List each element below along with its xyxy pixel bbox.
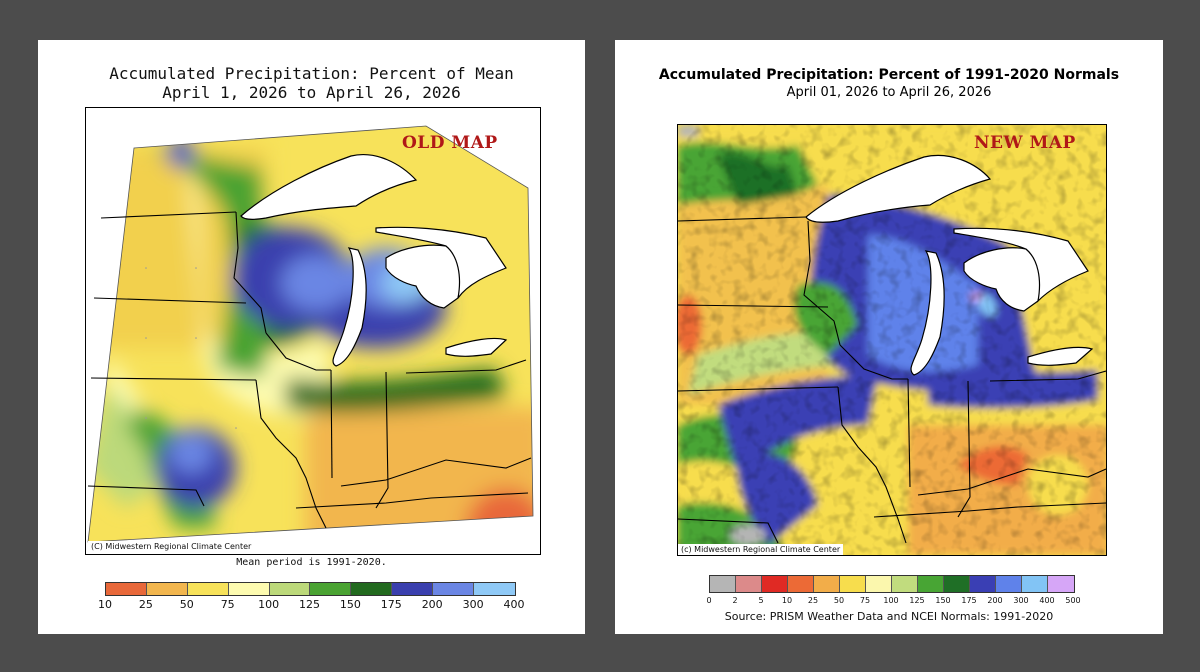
old-map-legend-ticks: 10 25 50 75 100 125 150 175 200 300 400 bbox=[98, 598, 525, 612]
new-map-legend-tick-label: 100 bbox=[883, 596, 899, 605]
old-map-legend-tick-label: 300 bbox=[462, 598, 484, 611]
new-map-legend-swatch bbox=[736, 576, 762, 592]
new-map-graphic bbox=[678, 125, 1106, 555]
old-map-legend-swatch bbox=[310, 583, 352, 595]
old-map-legend-tick-label: 150 bbox=[339, 598, 361, 611]
new-map-legend-tick-label: 125 bbox=[909, 596, 925, 605]
new-map-legend-swatch bbox=[892, 576, 918, 592]
new-map-legend-bar bbox=[709, 575, 1075, 593]
old-map-panel: Accumulated Precipitation: Percent of Me… bbox=[38, 40, 585, 634]
new-map-legend-tick-label: 300 bbox=[1013, 596, 1029, 605]
new-map-legend-swatch bbox=[866, 576, 892, 592]
old-map-legend-swatch bbox=[269, 583, 311, 595]
new-map-legend-tick-label: 10 bbox=[781, 596, 793, 605]
new-map-legend-tick-label: 0 bbox=[706, 596, 712, 605]
old-map-legend-tick-label: 200 bbox=[421, 598, 443, 611]
new-map-panel: Accumulated Precipitation: Percent of 19… bbox=[615, 40, 1163, 634]
new-map-legend-swatch bbox=[762, 576, 788, 592]
new-map-legend-tick-label: 25 bbox=[807, 596, 819, 605]
new-precip-map: NEW MAP (c) Midwestern Regional Climate … bbox=[677, 124, 1107, 556]
old-map-legend-tick-label: 125 bbox=[299, 598, 320, 611]
new-map-credit: (c) Midwestern Regional Climate Center bbox=[678, 544, 844, 555]
new-map-legend-tick-label: 500 bbox=[1065, 596, 1081, 605]
new-map-legend-tick-label: 175 bbox=[961, 596, 977, 605]
old-map-title: Accumulated Precipitation: Percent of Me… bbox=[109, 64, 514, 83]
new-map-date-range: April 01, 2026 to April 26, 2026 bbox=[786, 85, 992, 100]
old-map-legend-swatch bbox=[433, 583, 475, 595]
old-precip-map: OLD MAP (C) Midwestern Regional Climate … bbox=[85, 107, 541, 555]
old-map-legend-tick-label: 175 bbox=[380, 598, 402, 611]
old-map-legend-tick-label: 400 bbox=[503, 598, 525, 611]
old-map-graphic bbox=[87, 125, 534, 543]
old-map-legend-swatch bbox=[351, 583, 393, 595]
new-map-legend-swatch bbox=[970, 576, 996, 592]
old-map-mean-period-note: Mean period is 1991-2020. bbox=[236, 557, 387, 568]
new-map-legend-swatch bbox=[996, 576, 1022, 592]
new-map-legend-tick-label: 75 bbox=[859, 596, 871, 605]
new-map-legend-swatch bbox=[788, 576, 814, 592]
old-map-legend-bar bbox=[105, 582, 516, 596]
new-map-source: Source: PRISM Weather Data and NCEI Norm… bbox=[724, 610, 1054, 623]
new-map-legend-ticks: 0 2 5 10 25 50 75 100 125 150 175 200 300 400 500 bbox=[706, 596, 1080, 608]
old-map-credit: (C) Midwestern Regional Climate Center bbox=[88, 541, 255, 552]
old-map-legend-tick-label: 25 bbox=[138, 598, 153, 611]
new-map-legend-swatch bbox=[814, 576, 840, 592]
new-map-legend-tick-label: 50 bbox=[833, 596, 845, 605]
old-map-legend-tick-label: 75 bbox=[220, 598, 235, 611]
new-map-legend-tick-label: 200 bbox=[987, 596, 1003, 605]
old-map-legend-swatch bbox=[106, 583, 147, 595]
old-map-legend-swatch bbox=[146, 583, 188, 595]
new-map-legend-tick-label: 2 bbox=[732, 596, 738, 605]
new-map-legend-tick-label: 5 bbox=[758, 596, 764, 605]
old-map-legend-swatch bbox=[228, 583, 270, 595]
new-map-legend-swatch bbox=[918, 576, 944, 592]
old-map-stamp: OLD MAP bbox=[402, 133, 498, 153]
old-map-legend-tick-label: 50 bbox=[179, 598, 194, 611]
old-map-legend-tick-label: 100 bbox=[258, 598, 280, 611]
new-map-title: Accumulated Precipitation: Percent of 19… bbox=[658, 67, 1120, 83]
new-map-legend-swatch bbox=[840, 576, 866, 592]
new-map-legend-swatch bbox=[1022, 576, 1048, 592]
old-map-legend-swatch bbox=[187, 583, 229, 595]
new-map-legend-swatch bbox=[1048, 576, 1074, 592]
new-map-legend-swatch bbox=[710, 576, 736, 592]
new-map-legend-swatch bbox=[944, 576, 970, 592]
old-map-legend-tick-label: 10 bbox=[98, 598, 112, 611]
old-map-date-range: April 1, 2026 to April 26, 2026 bbox=[162, 83, 461, 102]
old-map-legend-swatch bbox=[474, 583, 515, 595]
new-map-stamp: NEW MAP bbox=[974, 133, 1076, 153]
new-map-legend-tick-label: 150 bbox=[935, 596, 951, 605]
old-map-legend-swatch bbox=[392, 583, 434, 595]
new-map-legend-tick-label: 400 bbox=[1039, 596, 1055, 605]
